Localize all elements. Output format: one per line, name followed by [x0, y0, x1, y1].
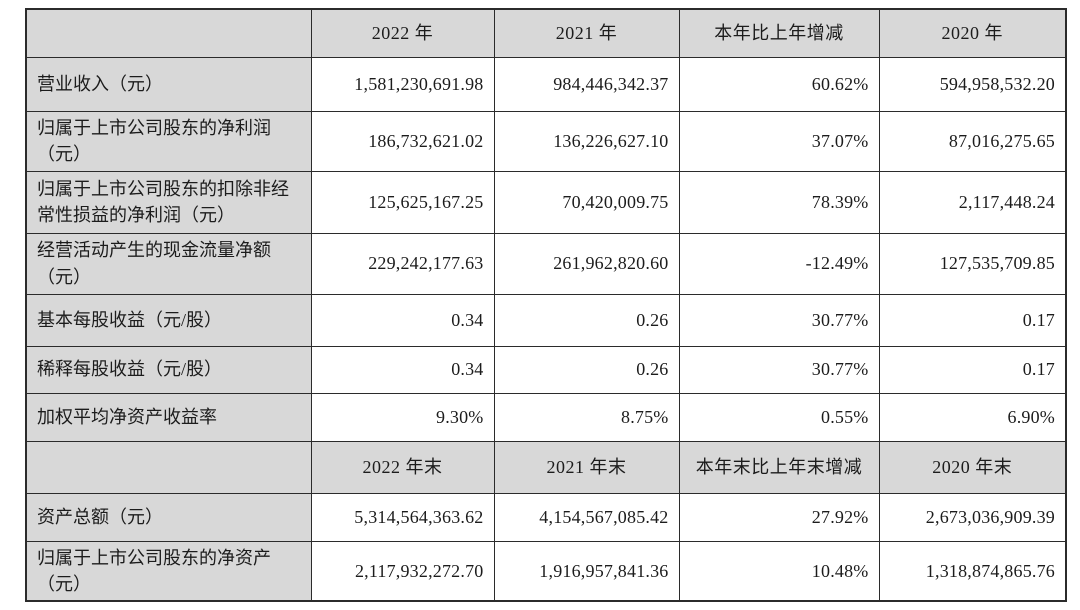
cell-2021: 261,962,820.60 [493, 232, 680, 295]
cell-2020: 0.17 [878, 345, 1067, 394]
table-row-revenue: 营业收入（元） 1,581,230,691.98 984,446,342.37 … [25, 56, 1067, 112]
row-label: 归属于上市公司股东的净利润（元） [25, 110, 312, 172]
header-end-2021: 2021 年末 [493, 440, 680, 494]
cell-change: 0.55% [678, 392, 880, 442]
cell-change: 30.77% [678, 345, 880, 394]
cell-change: 78.39% [678, 170, 880, 234]
cell-2022: 5,314,564,363.62 [310, 492, 495, 542]
row-label: 加权平均净资产收益率 [25, 392, 312, 442]
header-row-annual: 2022 年 2021 年 本年比上年增减 2020 年 [25, 8, 1067, 58]
table-row-total-assets: 资产总额（元） 5,314,564,363.62 4,154,567,085.4… [25, 492, 1067, 542]
header-year-end-change: 本年末比上年末增减 [678, 440, 880, 494]
header-empty-cell [25, 8, 312, 58]
cell-change: 30.77% [678, 293, 880, 347]
cell-2020: 2,673,036,909.39 [878, 492, 1067, 542]
cell-change: -12.49% [678, 232, 880, 295]
header-end-2022: 2022 年末 [310, 440, 495, 494]
cell-2021: 136,226,627.10 [493, 110, 680, 172]
header-year-2021: 2021 年 [493, 8, 680, 58]
cell-2020: 2,117,448.24 [878, 170, 1067, 234]
cell-2022: 229,242,177.63 [310, 232, 495, 295]
cell-change: 10.48% [678, 540, 880, 602]
row-label: 归属于上市公司股东的扣除非经常性损益的净利润（元） [25, 170, 312, 234]
row-label: 基本每股收益（元/股） [25, 293, 312, 347]
cell-change: 27.92% [678, 492, 880, 542]
header-year-2020: 2020 年 [878, 8, 1067, 58]
table-row-net-assets: 归属于上市公司股东的净资产（元） 2,117,932,272.70 1,916,… [25, 540, 1067, 602]
table-row-basic-eps: 基本每股收益（元/股） 0.34 0.26 30.77% 0.17 [25, 293, 1067, 347]
cell-2021: 1,916,957,841.36 [493, 540, 680, 602]
cell-2022: 0.34 [310, 345, 495, 394]
table-row-net-profit: 归属于上市公司股东的净利润（元） 186,732,621.02 136,226,… [25, 110, 1067, 172]
table-row-net-profit-excl-nonrecurring: 归属于上市公司股东的扣除非经常性损益的净利润（元） 125,625,167.25… [25, 170, 1067, 234]
table-row-diluted-eps: 稀释每股收益（元/股） 0.34 0.26 30.77% 0.17 [25, 345, 1067, 394]
cell-2020: 87,016,275.65 [878, 110, 1067, 172]
header-row-year-end: 2022 年末 2021 年末 本年末比上年末增减 2020 年末 [25, 440, 1067, 494]
cell-2021: 0.26 [493, 345, 680, 394]
cell-2022: 186,732,621.02 [310, 110, 495, 172]
header-yoy-change: 本年比上年增减 [678, 8, 880, 58]
cell-2022: 2,117,932,272.70 [310, 540, 495, 602]
cell-2021: 0.26 [493, 293, 680, 347]
row-label: 归属于上市公司股东的净资产（元） [25, 540, 312, 602]
cell-change: 60.62% [678, 56, 880, 112]
cell-2021: 8.75% [493, 392, 680, 442]
cell-2020: 594,958,532.20 [878, 56, 1067, 112]
cell-2021: 4,154,567,085.42 [493, 492, 680, 542]
cell-2020: 0.17 [878, 293, 1067, 347]
financial-summary-table: 2022 年 2021 年 本年比上年增减 2020 年 营业收入（元） 1,5… [25, 8, 1067, 602]
header-year-2022: 2022 年 [310, 8, 495, 58]
header-end-2020: 2020 年末 [878, 440, 1067, 494]
row-label: 稀释每股收益（元/股） [25, 345, 312, 394]
table-row-weighted-avg-roe: 加权平均净资产收益率 9.30% 8.75% 0.55% 6.90% [25, 392, 1067, 442]
cell-2020: 127,535,709.85 [878, 232, 1067, 295]
cell-2020: 6.90% [878, 392, 1067, 442]
cell-2021: 70,420,009.75 [493, 170, 680, 234]
cell-change: 37.07% [678, 110, 880, 172]
row-label: 经营活动产生的现金流量净额（元） [25, 232, 312, 295]
cell-2022: 0.34 [310, 293, 495, 347]
row-label: 资产总额（元） [25, 492, 312, 542]
cell-2022: 1,581,230,691.98 [310, 56, 495, 112]
cell-2022: 125,625,167.25 [310, 170, 495, 234]
cell-2021: 984,446,342.37 [493, 56, 680, 112]
header-empty-cell [25, 440, 312, 494]
cell-2022: 9.30% [310, 392, 495, 442]
cell-2020: 1,318,874,865.76 [878, 540, 1067, 602]
table-row-operating-cash-flow: 经营活动产生的现金流量净额（元） 229,242,177.63 261,962,… [25, 232, 1067, 295]
row-label: 营业收入（元） [25, 56, 312, 112]
